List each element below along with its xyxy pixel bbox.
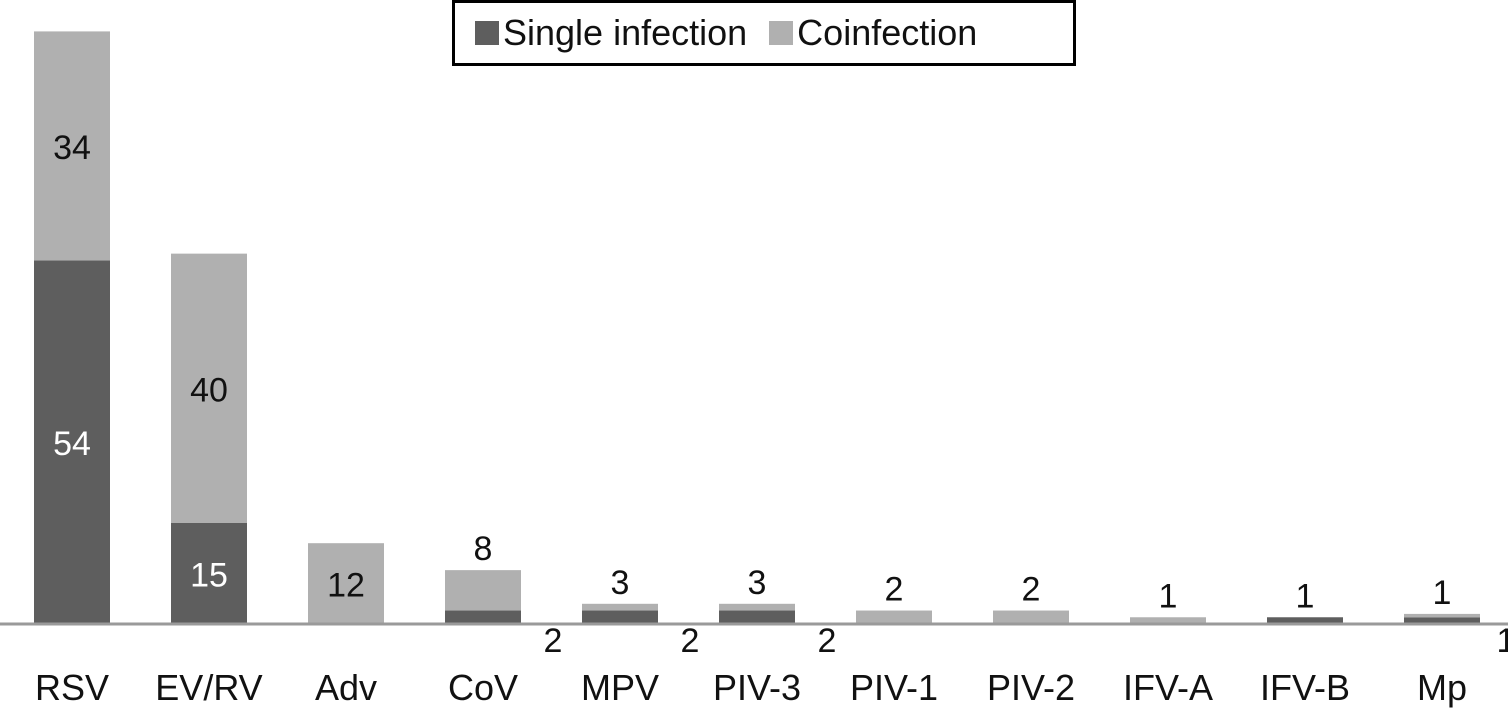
value-label-mp-single-infection: 1 [1497, 622, 1508, 660]
value-label-ev-rv-single-infection: 15 [190, 556, 228, 594]
value-label-cov-single-infection: 2 [544, 622, 563, 660]
x-tick-label-piv-2: PIV-2 [987, 667, 1075, 708]
value-label-piv-3-coinfection: 3 [748, 564, 767, 602]
legend-label-single-infection: Single infection [503, 12, 748, 53]
bar-piv-3-coinfection [719, 603, 795, 611]
bar-mpv-single-infection [582, 610, 658, 624]
bars-group [34, 31, 1480, 624]
value-label-ifv-a-coinfection: 1 [1159, 577, 1178, 615]
x-tick-label-ifv-b: IFV-B [1260, 667, 1350, 708]
x-tick-label-piv-1: PIV-1 [850, 667, 938, 708]
x-tick-label-ev-rv: EV/RV [155, 667, 262, 708]
bar-cov-single-infection [445, 610, 521, 624]
bar-mp-coinfection [1404, 613, 1480, 618]
bar-mp-single-infection [1404, 617, 1480, 624]
value-label-rsv-single-infection: 54 [53, 425, 91, 463]
x-tick-label-mp: Mp [1417, 667, 1467, 708]
value-label-mp-coinfection: 1 [1433, 574, 1452, 612]
x-tick-label-piv-3: PIV-3 [713, 667, 801, 708]
bar-ifv-b-single-infection [1267, 617, 1343, 624]
bar-adv-coinfection [308, 543, 384, 624]
bar-mpv-coinfection [582, 603, 658, 611]
x-tick-label-cov: CoV [448, 667, 518, 708]
x-tick-label-ifv-a: IFV-A [1123, 667, 1213, 708]
legend-swatch-single-infection [475, 21, 499, 45]
value-label-cov-coinfection: 8 [474, 530, 493, 568]
value-label-ifv-b-single-infection: 1 [1296, 577, 1315, 615]
value-label-piv-3-single-infection: 2 [818, 622, 837, 660]
legend-item-coinfection: Coinfection [769, 12, 977, 54]
x-tick-labels-group: RSV EV/RV Adv CoV MPV PIV-3 PIV-1 PIV-2 IFV-A IFV… [35, 667, 1467, 708]
x-tick-label-rsv: RSV [35, 667, 109, 708]
value-label-mpv-single-infection: 2 [681, 622, 700, 660]
bar-piv-1-coinfection [856, 610, 932, 624]
bar-ev-rv-single-infection [171, 522, 247, 624]
value-label-mpv-coinfection: 3 [611, 564, 630, 602]
bar-ifv-a-coinfection [1130, 617, 1206, 624]
x-tick-label-mpv: MPV [581, 667, 659, 708]
bar-piv-2-coinfection [993, 610, 1069, 624]
value-labels-group: 34 54 40 15 12 8 2 3 2 3 2 2 2 1 1 1 1 [53, 129, 1508, 660]
bar-piv-3-single-infection [719, 610, 795, 624]
bar-rsv-coinfection [34, 31, 110, 261]
bar-ev-rv-coinfection [171, 253, 247, 523]
value-label-rsv-coinfection: 34 [53, 129, 91, 167]
legend: Single infection Coinfection [452, 0, 1076, 66]
x-tick-label-adv: Adv [315, 667, 377, 708]
legend-label-coinfection: Coinfection [797, 12, 978, 53]
legend-item-single-infection: Single infection [475, 12, 747, 54]
value-label-ev-rv-coinfection: 40 [190, 371, 228, 409]
bar-rsv-single-infection [34, 260, 110, 624]
value-label-piv-2-coinfection: 2 [1022, 571, 1041, 609]
legend-swatch-coinfection [769, 21, 794, 45]
value-label-adv-coinfection: 12 [327, 567, 365, 605]
bar-cov-coinfection [445, 570, 521, 611]
value-label-piv-1-coinfection: 2 [885, 571, 904, 609]
